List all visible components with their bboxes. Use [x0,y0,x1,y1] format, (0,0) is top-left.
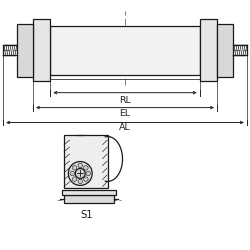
Bar [50,26,200,75]
Circle shape [86,171,90,176]
Circle shape [72,177,77,181]
Circle shape [78,163,82,168]
Circle shape [68,162,92,186]
Bar [64,135,108,188]
Circle shape [72,166,77,170]
Text: S1: S1 [80,210,93,220]
Bar [62,190,116,195]
Text: RL: RL [119,96,131,105]
Circle shape [70,171,74,176]
Bar [33,19,50,82]
Circle shape [75,168,85,178]
Bar [64,194,114,203]
Circle shape [84,177,88,181]
Circle shape [84,166,88,170]
Circle shape [78,179,82,184]
Text: EL: EL [120,109,130,118]
Bar [217,24,233,76]
Bar [200,19,217,82]
Text: AL: AL [119,124,131,132]
Bar [17,24,33,76]
